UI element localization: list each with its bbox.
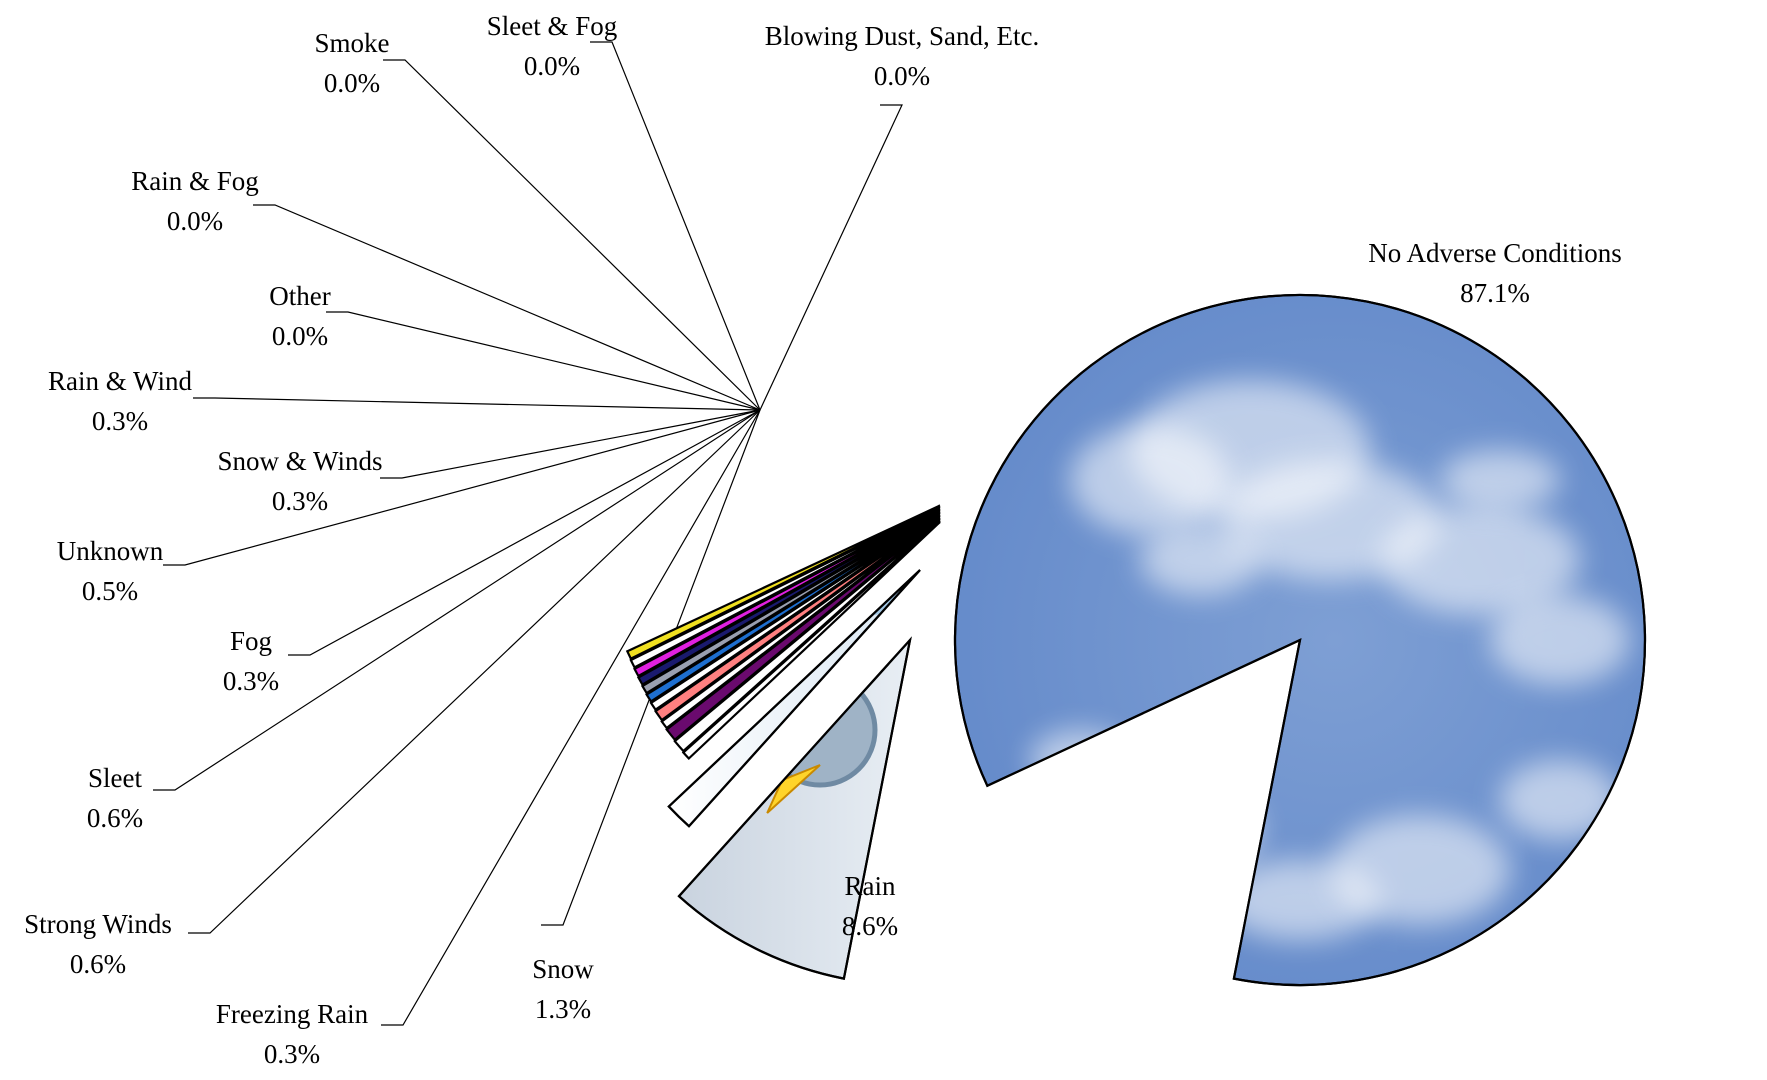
slice-percent-no-adverse-conditions: 87.1% <box>1460 278 1530 308</box>
pie-slice-outline <box>953 293 1647 987</box>
pie-slice-snow-winds <box>649 513 941 712</box>
pie-slice-rain-fog <box>636 509 941 687</box>
pie-slice-sleet <box>665 518 941 742</box>
slice-label-rain-wind: Rain & Wind <box>48 366 192 396</box>
pie-slices <box>625 293 1647 987</box>
slice-percent-rain-fog: 0.0% <box>167 206 223 236</box>
pie-slice-rain-wind <box>645 512 941 703</box>
slice-percent-rain-wind: 0.3% <box>92 406 148 436</box>
slice-label-rain: Rain <box>845 871 896 901</box>
slice-labels: No Adverse Conditions 87.1% Rain 8.6% Snow 1.… <box>24 11 1622 1069</box>
leader-line-smoke <box>383 59 761 411</box>
slice-percent-rain: 8.6% <box>842 911 898 941</box>
leader-line-rain-wind <box>193 397 761 411</box>
leader-line-sleet <box>153 409 761 791</box>
slice-percent-fog: 0.3% <box>223 666 279 696</box>
slice-percent-unknown: 0.5% <box>82 576 138 606</box>
slice-label-smoke: Smoke <box>314 28 389 58</box>
slice-label-sleet-fog: Sleet & Fog <box>487 11 618 41</box>
leader-line-blowing-dust-sand-etc <box>759 104 903 411</box>
leader-line-snow-winds <box>380 409 761 479</box>
slice-percent-blowing-dust-sand-etc: 0.0% <box>874 61 930 91</box>
leader-line-fog <box>288 409 761 656</box>
leader-line-unknown <box>163 409 761 566</box>
leader-line-other <box>326 311 761 411</box>
slice-label-blowing-dust-sand-etc: Blowing Dust, Sand, Etc. <box>765 21 1040 51</box>
slice-percent-strong-winds: 0.6% <box>70 949 126 979</box>
slice-percent-sleet: 0.6% <box>87 803 143 833</box>
pie-slice-unknown <box>653 515 941 722</box>
leader-line-snow <box>541 409 761 926</box>
pie-slice-smoke <box>633 507 941 678</box>
slice-label-snow-winds: Snow & Winds <box>218 446 383 476</box>
slice-label-other: Other <box>269 281 330 311</box>
leader-line-rain-fog <box>253 204 761 411</box>
pie-slice-outline <box>677 636 912 980</box>
pie-slice-sleet-fog <box>629 506 941 669</box>
slice-label-no-adverse-conditions: No Adverse Conditions <box>1368 238 1622 268</box>
leader-line-sleet-fog <box>590 41 761 411</box>
leader-line-freezing-rain <box>381 409 761 1026</box>
pie-slice-fog <box>660 516 941 730</box>
slice-percent-other: 0.0% <box>272 321 328 351</box>
leader-lines <box>153 41 903 1026</box>
pie-slice-strong-winds <box>673 519 941 753</box>
slice-percent-snow: 1.3% <box>535 994 591 1024</box>
pie-slice-freezing-rain <box>681 521 941 761</box>
pie-slice-outline <box>667 569 921 828</box>
slice-label-freezing-rain: Freezing Rain <box>216 999 369 1029</box>
slice-percent-snow-winds: 0.3% <box>272 486 328 516</box>
slice-label-strong-winds: Strong Winds <box>24 909 172 939</box>
slice-label-fog: Fog <box>230 626 272 656</box>
pie-slice-other <box>640 510 941 695</box>
leader-line-strong-winds <box>188 409 761 934</box>
slice-percent-freezing-rain: 0.3% <box>264 1039 320 1069</box>
slice-percent-sleet-fog: 0.0% <box>524 51 580 81</box>
slice-label-unknown: Unknown <box>57 536 164 566</box>
slice-label-snow: Snow <box>532 954 594 984</box>
slice-label-rain-fog: Rain & Fog <box>131 166 259 196</box>
slice-label-sleet: Sleet <box>88 763 142 793</box>
slice-percent-smoke: 0.0% <box>324 68 380 98</box>
pie-slice-blowing-dust-sand-etc <box>625 504 941 661</box>
